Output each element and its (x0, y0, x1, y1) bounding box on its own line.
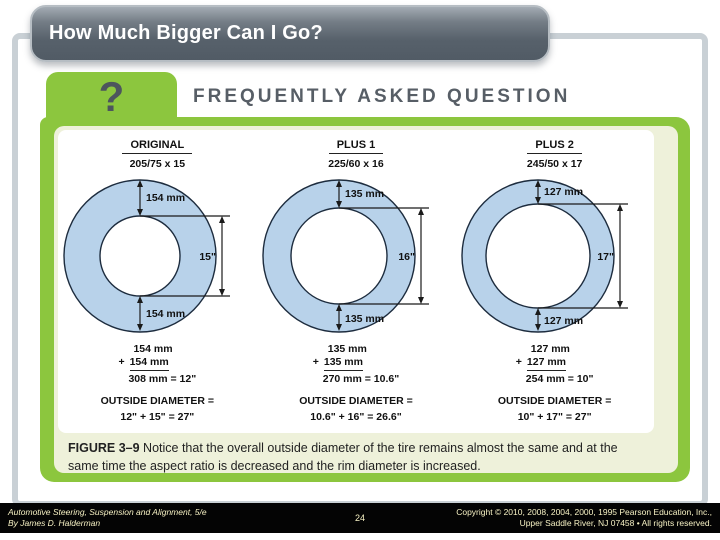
sidewall-top-label: 135 mm (345, 188, 384, 200)
tire-diagram-original: 154 mm 154 mm 15" (63, 179, 231, 333)
outside-diameter-plus1: OUTSIDE DIAMETER = 10.6" + 16" = 26.6" (299, 395, 413, 423)
sidewall-addition-plus1: 135 mm +135 mm 270 mm = 10.6" (312, 343, 400, 386)
plus-sign: + (312, 356, 319, 369)
sidewall-bottom-label: 135 mm (345, 313, 384, 325)
sidewall-sum: 270 mm = 10.6" (322, 373, 400, 386)
faq-tab: ? (46, 72, 177, 118)
tire-size-plus1: 225/60 x 16 (328, 158, 384, 170)
tire-column-plus2: PLUS 2 245/50 x 17 127 mm 127 mm (455, 130, 654, 433)
question-mark-icon: ? (98, 72, 125, 120)
slide-title: How Much Bigger Can I Go? (49, 22, 323, 44)
tire-diagram-plus2: 127 mm 127 mm 17" (460, 179, 628, 333)
footer-page-number: 24 (354, 513, 365, 523)
tire-size-original: 205/75 x 15 (129, 158, 186, 170)
footer-author: By James D. Halderman (8, 518, 101, 528)
outside-diameter-original: OUTSIDE DIAMETER = 12" + 15" = 27" (100, 395, 215, 423)
sidewall-top-label: 154 mm (146, 192, 185, 204)
rim-diameter-label: 15" (200, 251, 217, 263)
plus-sign: + (515, 356, 522, 369)
tire-label-original: ORIGINAL (122, 139, 193, 154)
tire-label-plus1: PLUS 1 (328, 139, 384, 154)
plus-sign: + (118, 356, 125, 369)
tire-diagram-plus1: 135 mm 135 mm 16" (262, 179, 429, 333)
sidewall-bottom-label: 127 mm (544, 315, 583, 327)
sidewall-addition-original: 154 mm +154 mm 308 mm = 12" (118, 343, 197, 386)
faq-panel: ORIGINAL 205/75 x 15 154 mm 154 mm (40, 117, 690, 482)
slide-footer: Automotive Steering, Suspension and Alig… (0, 503, 720, 533)
figure-box: ORIGINAL 205/75 x 15 154 mm 154 mm (58, 130, 654, 433)
figure-caption-text: Notice that the overall outside diameter… (68, 441, 618, 474)
footer-copyright-line2: Upper Saddle River, NJ 07458 • All right… (519, 518, 712, 528)
slide-title-bar: How Much Bigger Can I Go? (30, 5, 550, 62)
rim-diameter-label: 17" (597, 251, 614, 263)
footer-copyright-line1: Copyright © 2010, 2008, 2004, 2000, 1995… (456, 506, 712, 517)
sidewall-top-label: 127 mm (544, 186, 583, 198)
figure-panel: ORIGINAL 205/75 x 15 154 mm 154 mm (54, 126, 678, 473)
tire-size-plus2: 245/50 x 17 (526, 158, 583, 170)
tire-column-plus1: PLUS 1 225/60 x 16 135 mm 135 mm (257, 130, 456, 433)
tire-column-original: ORIGINAL 205/75 x 15 154 mm 154 mm (58, 130, 257, 433)
outside-diameter-plus2: OUTSIDE DIAMETER = 10" + 17" = 27" (497, 395, 612, 423)
figure-caption-label: FIGURE 3–9 (68, 441, 140, 455)
sidewall-bottom-label: 154 mm (146, 308, 185, 320)
sidewall-sum: 254 mm = 10" (525, 373, 594, 386)
sidewall-sum: 308 mm = 12" (128, 373, 197, 386)
footer-copyright: Copyright © 2010, 2008, 2004, 2000, 1995… (456, 507, 712, 530)
footer-book-info: Automotive Steering, Suspension and Alig… (8, 507, 207, 530)
tire-label-plus2: PLUS 2 (527, 139, 582, 154)
faq-heading: FREQUENTLY ASKED QUESTION (193, 86, 571, 107)
figure-caption: FIGURE 3–9 Notice that the overall outsi… (68, 439, 646, 475)
sidewall-addition-plus2: 127 mm +127 mm 254 mm = 10" (515, 343, 594, 386)
rim-diameter-label: 16" (398, 251, 415, 263)
footer-book-title: Automotive Steering, Suspension and Alig… (8, 506, 207, 517)
